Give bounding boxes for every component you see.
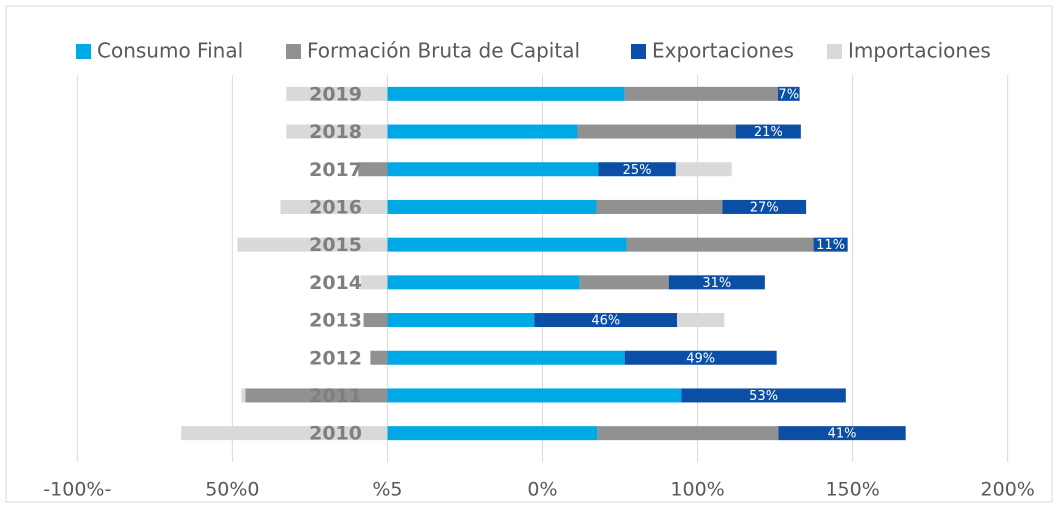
bar-segment <box>778 426 906 441</box>
bar-segment <box>577 124 736 139</box>
category-label: 2011 <box>309 385 362 407</box>
bar-segment <box>245 388 388 403</box>
legend-swatch <box>286 44 301 59</box>
x-tick-label: 150% <box>825 479 879 501</box>
legend-swatch <box>76 44 91 59</box>
legend-swatch <box>631 44 646 59</box>
x-tick-label: 0% <box>527 479 557 501</box>
category-label: 2012 <box>309 347 362 369</box>
bar-segment <box>626 237 814 252</box>
value-label: 25% <box>623 163 652 178</box>
bar-segment <box>387 313 535 328</box>
legend-label: Importaciones <box>848 39 991 63</box>
value-label: 41% <box>828 427 857 442</box>
bar-segment <box>387 199 597 214</box>
bar-segment <box>598 162 676 177</box>
bar-segment <box>387 237 627 252</box>
bar-segment <box>363 313 388 328</box>
bar-segment <box>387 426 598 441</box>
legend-label: Formación Bruta de Capital <box>307 39 580 63</box>
bar-segment <box>360 275 388 290</box>
bar-segment <box>681 388 846 403</box>
bar-segment <box>722 199 807 214</box>
category-label: 2014 <box>309 272 362 294</box>
bar-segment <box>286 86 388 101</box>
x-tick-label: -100%- <box>43 479 111 501</box>
bar-segment <box>387 388 682 403</box>
category-label: 2018 <box>309 121 362 143</box>
category-label: 2017 <box>309 159 362 181</box>
x-tick-label: %5 <box>372 479 402 501</box>
value-label: 53% <box>749 389 778 404</box>
bar-segment <box>387 162 599 177</box>
bar-segment <box>286 124 388 139</box>
bar-segment <box>241 388 246 403</box>
bar-segment <box>596 199 723 214</box>
bar-segment <box>668 275 765 290</box>
category-label: 2010 <box>309 423 362 445</box>
bar-segment <box>735 124 801 139</box>
bar-segment <box>675 162 732 177</box>
value-label: 11% <box>816 238 845 253</box>
value-label: 49% <box>686 351 715 366</box>
bar-segment <box>813 237 848 252</box>
bar-segment <box>387 275 580 290</box>
bar-segment <box>370 350 388 365</box>
category-label: 2016 <box>309 196 362 218</box>
x-tick-label: 100% <box>670 479 724 501</box>
value-label: 27% <box>750 200 779 215</box>
bar-segment <box>677 313 725 328</box>
category-label: 2013 <box>309 310 362 332</box>
x-tick-label: 200% <box>981 479 1035 501</box>
x-tick-label: 50%0 <box>205 479 259 501</box>
legend-label: Exportaciones <box>652 39 794 63</box>
bar-segment <box>237 237 388 252</box>
bar-segment <box>387 86 625 101</box>
bar-segment <box>387 124 578 139</box>
legend-label: Consumo Final <box>97 39 243 63</box>
bar-segment <box>387 350 625 365</box>
value-label: 21% <box>754 125 783 140</box>
bar-segment <box>624 350 777 365</box>
legend-swatch <box>827 44 842 59</box>
bar-segment <box>597 426 779 441</box>
bar-segment <box>181 426 388 441</box>
bar-segment <box>358 162 388 177</box>
bar-segment <box>777 86 800 101</box>
bar-segment <box>579 275 669 290</box>
category-label: 2015 <box>309 234 362 256</box>
category-label: 2019 <box>309 83 362 105</box>
bar-segment <box>280 199 388 214</box>
bar-segment <box>534 313 678 328</box>
value-label: 31% <box>702 276 731 291</box>
bar-segment <box>624 86 778 101</box>
value-label: 7% <box>778 87 799 102</box>
value-label: 46% <box>591 314 620 329</box>
